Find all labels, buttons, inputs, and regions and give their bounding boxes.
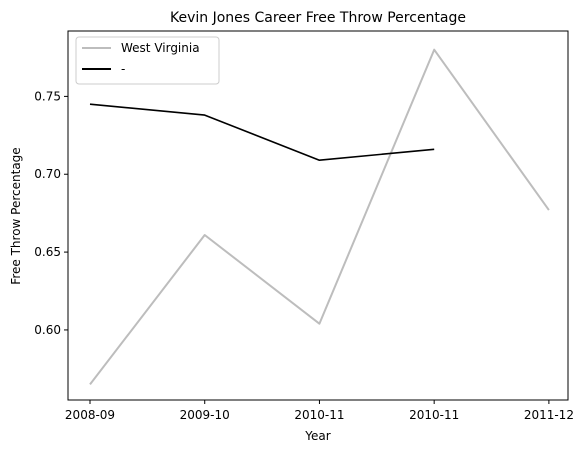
y-tick-label: 0.60 (34, 323, 61, 337)
y-axis-label: Free Throw Percentage (9, 147, 23, 284)
legend-label-0: West Virginia (121, 41, 200, 55)
x-tick-label: 2010-11 (294, 408, 344, 422)
x-tick-label: 2011-12 (524, 408, 574, 422)
chart-title: Kevin Jones Career Free Throw Percentage (170, 10, 466, 26)
y-tick-label: 0.75 (34, 89, 61, 103)
x-tick-label: 2008-09 (65, 408, 115, 422)
x-tick-label: 2010-11 (409, 408, 459, 422)
series-line-1 (89, 103, 435, 161)
y-tick-label: 0.70 (34, 167, 61, 181)
y-axis: 0.60 0.65 0.70 0.75 (34, 89, 68, 337)
x-axis: 2008-092009-102010-112010-112011-12Caree… (65, 400, 574, 422)
y-tick-label: 0.65 (34, 245, 61, 259)
x-tick-label: 2009-10 (180, 408, 230, 422)
legend-label-1: - (121, 62, 125, 76)
series-line-0 (89, 48, 550, 386)
x-axis-label: Year (304, 429, 330, 443)
plot-frame (67, 30, 569, 401)
plot-series-group (89, 48, 550, 386)
legend: West Virginia - (75, 36, 220, 85)
legend-box (75, 36, 220, 85)
